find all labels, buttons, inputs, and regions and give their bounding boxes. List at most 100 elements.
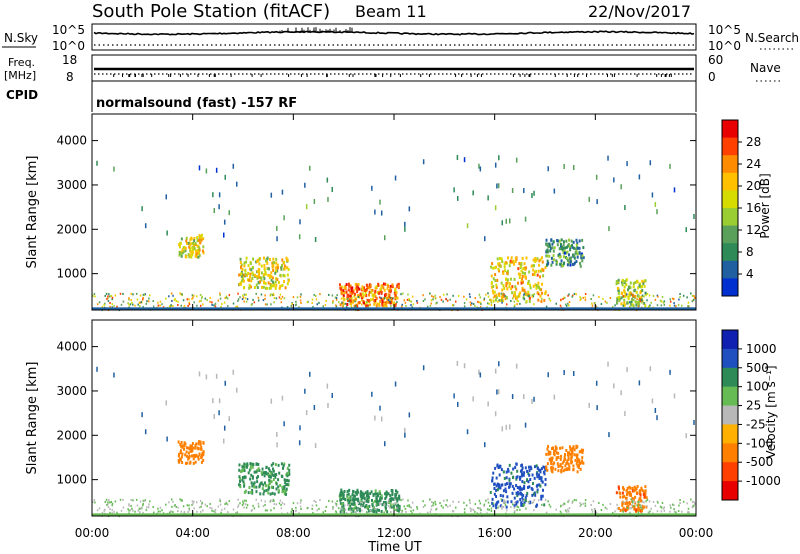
power-echo <box>531 272 534 276</box>
power-echo <box>524 267 527 271</box>
power-echo <box>248 283 251 287</box>
velocity-echo-far <box>673 393 676 399</box>
velocity-echo <box>523 486 526 490</box>
power-echo <box>338 283 341 287</box>
velocity-echo <box>572 445 575 449</box>
power-echo-near <box>479 296 482 299</box>
velocity-echo <box>253 485 256 489</box>
velocity-echo <box>581 450 584 454</box>
velocity-echo-near <box>663 509 666 512</box>
velocity-echo <box>566 459 569 463</box>
power-echo-near <box>129 303 132 306</box>
power-echo <box>367 286 370 290</box>
colorbar-segment <box>722 462 738 482</box>
velocity-echo <box>384 505 387 509</box>
velocity-echo-far <box>649 366 652 372</box>
power-echo-near <box>295 303 297 306</box>
velocity-echo <box>340 492 343 496</box>
velocity-echo <box>550 456 553 460</box>
velocity-echo <box>351 493 354 497</box>
velocity-echo <box>545 452 548 456</box>
velocity-echo-far <box>533 396 535 402</box>
power-echo-near <box>560 298 562 301</box>
velocity-echo <box>283 489 286 493</box>
power-echo-near <box>300 301 302 304</box>
velocity-echo <box>257 467 260 471</box>
velocity-echo <box>357 497 360 501</box>
velocity-echo-near <box>224 503 226 506</box>
velocity-echo <box>362 494 365 498</box>
power-echo <box>548 242 551 246</box>
velocity-echo-near <box>225 502 228 505</box>
power-echo-near <box>565 304 568 307</box>
velocity-echo-near <box>344 508 347 511</box>
velocity-colorbar-label: Velocity [m s⁻¹] <box>764 365 778 458</box>
power-echo-near <box>463 305 466 308</box>
velocity-echo <box>508 482 511 486</box>
power-echo-near <box>480 303 482 306</box>
velocity-echo <box>576 464 579 468</box>
power-echo <box>282 273 285 277</box>
velocity-echo <box>177 440 180 444</box>
freq-left-label-1: Freq. <box>8 56 35 69</box>
power-echo-near <box>654 298 657 301</box>
velocity-echo <box>374 489 377 493</box>
time-axis-ticks: 00:00 04:00 08:00 12:00 16:00 20:00 00:00 <box>75 114 713 540</box>
power-echo <box>518 294 521 298</box>
power-echo <box>353 304 356 308</box>
velocity-echo-near <box>609 503 612 506</box>
velocity-echo <box>385 490 388 494</box>
velocity-echo <box>549 458 552 462</box>
velocity-echo-near <box>145 508 148 511</box>
velocity-echo <box>238 479 241 483</box>
velocity-echo <box>281 490 284 494</box>
power-echo-near <box>108 293 110 296</box>
velocity-echo-near <box>354 503 357 506</box>
power-echo <box>513 262 516 266</box>
velocity-echo-near <box>436 507 438 510</box>
velocity-echo <box>549 450 552 454</box>
power-echo-near <box>463 295 465 298</box>
power-echo <box>357 294 360 298</box>
velocity-echo <box>268 481 271 485</box>
velocity-echo <box>381 503 384 507</box>
date-label: 22/Nov/2017 <box>588 2 691 21</box>
velocity-echo-near <box>142 502 144 505</box>
velocity-echo-near <box>214 508 217 511</box>
velocity-echo-near <box>661 501 664 504</box>
velocity-echo <box>285 483 288 487</box>
velocity-echo <box>187 457 190 461</box>
velocity-echo <box>179 457 182 461</box>
power-echo-near <box>465 298 468 301</box>
power-echo-far <box>198 165 201 171</box>
velocity-echo <box>506 500 509 504</box>
power-echo <box>358 287 361 291</box>
velocity-echo <box>625 496 628 500</box>
power-echo <box>550 256 553 260</box>
power-echo <box>364 291 367 295</box>
power-echo <box>637 286 640 290</box>
velocity-echo-far <box>463 363 466 369</box>
power-echo <box>377 283 380 287</box>
velocity-echo <box>546 447 549 451</box>
power-echo-near <box>200 299 202 302</box>
power-echo <box>641 279 644 283</box>
power-echo <box>189 249 192 253</box>
power-echo-near <box>486 302 489 305</box>
velocity-echo-near <box>451 510 454 513</box>
velocity-echo <box>565 448 568 452</box>
velocity-echo <box>251 488 254 492</box>
velocity-echo <box>397 509 400 513</box>
velocity-echo <box>342 504 345 508</box>
power-echo <box>565 239 568 243</box>
velocity-echo-far <box>379 405 381 411</box>
power-echo <box>198 248 201 252</box>
power-echo-near <box>106 297 108 300</box>
power-echo <box>498 263 501 267</box>
power-echo-near <box>679 296 681 299</box>
velocity-echo <box>621 486 624 490</box>
velocity-echo-near <box>407 499 409 502</box>
velocity-echo <box>396 499 399 503</box>
velocity-echo <box>346 490 349 494</box>
velocity-echo-near <box>390 510 392 513</box>
